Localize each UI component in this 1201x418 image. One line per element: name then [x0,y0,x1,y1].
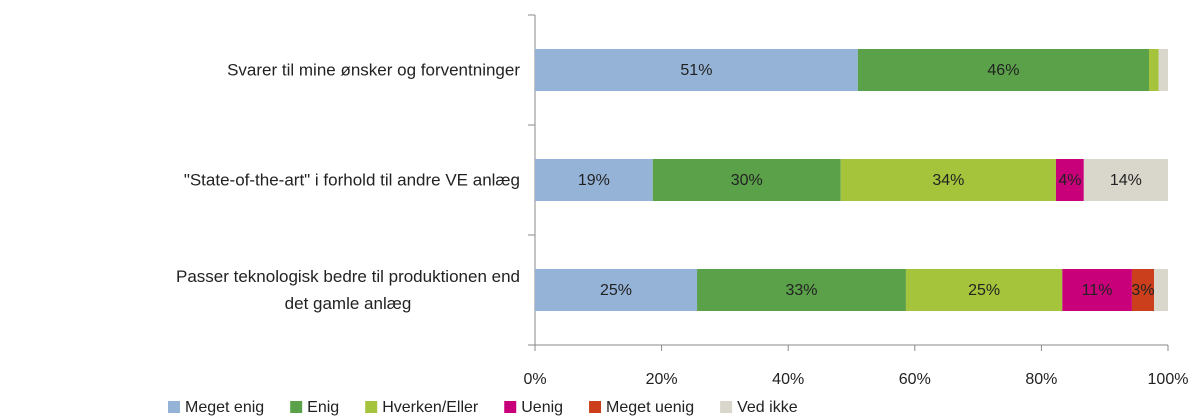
legend-label: Meget enig [185,399,264,416]
legend-swatch [504,401,517,413]
bar-segment [905,269,1063,311]
category-label: Passer teknologisk bedre til produktione… [176,267,520,313]
bar-segment [535,49,858,91]
value-label: 34% [932,172,964,189]
legend-label: Meget uenig [606,399,694,416]
legend-swatch [589,401,602,413]
category-label: Svarer til mine ønsker og forventninger [227,60,520,80]
value-label: 46% [987,62,1019,79]
x-tick-label: 80% [1025,371,1057,388]
legend-swatch [168,401,180,413]
bar-segment [652,159,841,201]
bar-segment [697,269,906,311]
value-label: 14% [1110,172,1142,189]
bar-segment [1149,49,1159,91]
value-label: 19% [578,172,610,189]
legend-label: Ved ikke [737,399,798,416]
bar-segment [535,269,698,311]
legend-label: Enig [307,399,339,416]
bar-segment [1154,269,1168,311]
bar-segment [535,159,653,201]
value-label: 30% [731,172,763,189]
bar-segment [1062,269,1132,311]
legend-swatch [365,401,378,413]
bar-segment [1158,49,1168,91]
legend-swatch [720,401,733,413]
legend-swatch [290,401,303,413]
value-label: 25% [968,282,1000,299]
value-label: 3% [1131,282,1154,299]
value-label: 4% [1058,172,1081,189]
legend-label: Uenig [521,399,563,416]
bar-segment [840,159,1056,201]
x-tick-label: 0% [523,371,546,388]
bar-segment [1055,159,1084,201]
x-tick-label: 20% [646,371,678,388]
bar-segment [857,49,1150,91]
x-tick-label: 60% [899,371,931,388]
value-label: 25% [600,282,632,299]
value-label: 33% [785,282,817,299]
value-label: 51% [680,62,712,79]
value-label: 11% [1082,282,1113,299]
bar-segment [1083,159,1168,201]
bar-segment [1131,269,1155,311]
legend-label: Hverken/Eller [382,399,479,416]
category-label: "State-of-the-art" i forhold til andre V… [183,170,520,190]
x-tick-label: 100% [1148,371,1189,388]
x-tick-label: 40% [772,371,804,388]
